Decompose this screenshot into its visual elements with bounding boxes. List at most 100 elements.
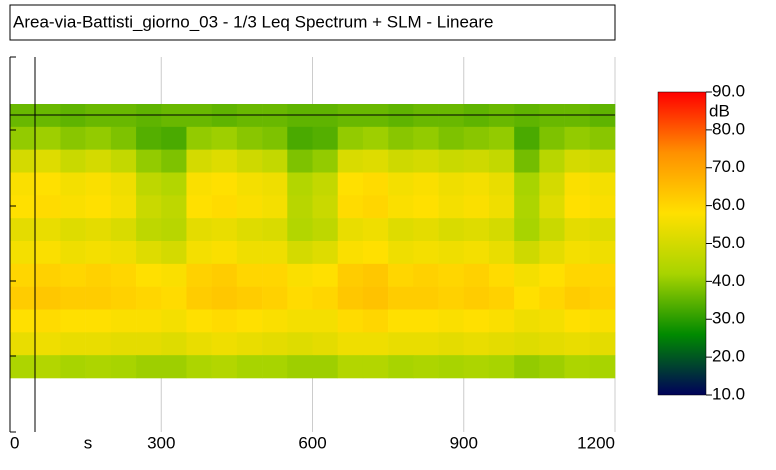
cell	[161, 172, 187, 196]
cell	[438, 149, 465, 173]
cell	[85, 355, 112, 379]
cell	[539, 286, 565, 310]
cell	[136, 241, 162, 265]
cell	[161, 332, 187, 356]
cell	[186, 149, 212, 173]
cell	[262, 332, 288, 356]
cell	[60, 218, 86, 242]
cell	[514, 355, 540, 379]
cell	[35, 126, 61, 150]
x-axis-label: s	[84, 433, 93, 452]
cell	[362, 172, 389, 196]
cell	[564, 286, 591, 310]
cell	[589, 195, 616, 219]
cell	[262, 309, 288, 333]
cell	[589, 309, 616, 333]
cell	[85, 126, 112, 150]
cell	[186, 332, 212, 356]
cell	[463, 332, 490, 356]
cell	[186, 241, 212, 265]
cell	[589, 355, 616, 379]
cell	[136, 218, 162, 242]
cell	[438, 126, 465, 150]
cell	[211, 149, 238, 173]
cell	[589, 126, 616, 150]
cell	[211, 172, 238, 196]
cell	[287, 126, 313, 150]
cell	[589, 241, 616, 265]
cell	[35, 355, 61, 379]
cell	[463, 286, 490, 310]
cell	[488, 286, 515, 310]
cell	[60, 332, 86, 356]
cell	[539, 104, 565, 128]
cell	[362, 195, 389, 219]
cell	[413, 332, 439, 356]
cell	[287, 218, 313, 242]
cell	[60, 309, 86, 333]
cell	[488, 241, 515, 265]
cell	[589, 286, 616, 310]
cell	[388, 172, 414, 196]
cell	[312, 195, 339, 219]
cell	[514, 104, 540, 128]
cell	[211, 241, 238, 265]
cell	[35, 286, 61, 310]
cell	[312, 126, 339, 150]
cell	[589, 218, 616, 242]
overlay	[9, 56, 615, 433]
cell	[514, 195, 540, 219]
cell	[488, 126, 515, 150]
cell	[488, 218, 515, 242]
cell	[287, 195, 313, 219]
cell	[337, 241, 364, 265]
cell	[136, 263, 162, 287]
cell	[463, 355, 490, 379]
cell	[110, 126, 137, 150]
cell	[438, 218, 465, 242]
cell	[35, 172, 61, 196]
cell	[10, 286, 36, 310]
cell	[110, 263, 137, 287]
cell	[186, 104, 212, 128]
cell	[488, 263, 515, 287]
cell	[85, 195, 112, 219]
cell	[10, 355, 36, 379]
colorbar	[657, 91, 707, 396]
cell	[337, 149, 364, 173]
cell	[110, 149, 137, 173]
cell	[236, 263, 263, 287]
cell	[136, 104, 162, 128]
cell	[514, 309, 540, 333]
cell	[161, 149, 187, 173]
cell	[186, 195, 212, 219]
cell	[35, 332, 61, 356]
cell	[60, 126, 86, 150]
cell	[413, 195, 439, 219]
cell	[110, 355, 137, 379]
cell	[262, 355, 288, 379]
cell	[287, 241, 313, 265]
cell	[539, 355, 565, 379]
cell	[539, 309, 565, 333]
cell	[388, 355, 414, 379]
cell	[413, 104, 439, 128]
cell	[564, 126, 591, 150]
cell	[35, 104, 61, 128]
cell	[514, 126, 540, 150]
cell	[161, 355, 187, 379]
cell	[564, 263, 591, 287]
cell	[438, 195, 465, 219]
cell	[388, 195, 414, 219]
cell	[85, 104, 112, 128]
cell	[236, 149, 263, 173]
cell	[337, 309, 364, 333]
cell	[362, 355, 389, 379]
cell	[262, 218, 288, 242]
cell	[85, 241, 112, 265]
cell	[564, 195, 591, 219]
cell	[337, 355, 364, 379]
cell	[287, 149, 313, 173]
cell	[388, 218, 414, 242]
